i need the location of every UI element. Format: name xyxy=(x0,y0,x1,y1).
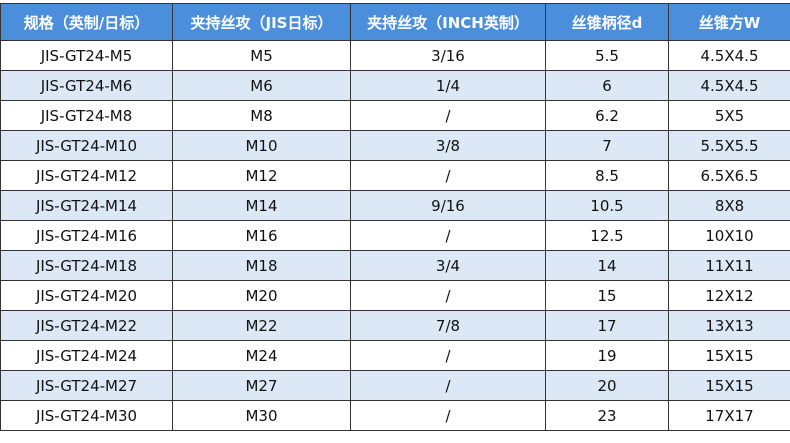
table-cell: 6.5X6.5 xyxy=(668,160,790,191)
table-cell: JIS-GT24-M8 xyxy=(0,100,173,131)
header-cell: 规格（英制/日标） xyxy=(0,3,173,41)
header-row: 规格（英制/日标） 夹持丝攻（JIS日标） 夹持丝攻（INCH英制） 丝锥柄径d 丝锥方… xyxy=(0,3,790,41)
table-row: JIS-GT24-M8 M8/6.2 5X5 xyxy=(0,100,790,131)
table-cell: M18 xyxy=(172,250,351,281)
header-cell: 夹持丝攻（INCH英制） xyxy=(350,3,546,41)
table-cell: 10X10 xyxy=(668,220,790,251)
table-cell: JIS-GT24-M10 xyxy=(0,130,173,161)
table-cell: 7 xyxy=(545,130,669,161)
table-cell: 9/16 xyxy=(350,190,546,221)
table-cell: JIS-GT24-M18 xyxy=(0,250,173,281)
table-cell: 6.2 xyxy=(545,100,669,131)
table-cell: 1/4 xyxy=(350,70,546,101)
header-cell: 夹持丝攻（JIS日标） xyxy=(172,3,351,41)
table-cell: JIS-GT24-M16 xyxy=(0,220,173,251)
table-cell: / xyxy=(350,100,546,131)
table-cell: JIS-GT24-M5 xyxy=(0,40,173,71)
table-cell: 3/4 xyxy=(350,250,546,281)
table-cell: JIS-GT24-M30 xyxy=(0,400,173,431)
table-cell: 12.5 xyxy=(545,220,669,251)
table-row: JIS-GT24-M6 M6 1/4 6 4.5X4.5 xyxy=(0,70,790,101)
table-cell: 14 xyxy=(545,250,669,281)
table-cell: 3/8 xyxy=(350,130,546,161)
table-cell: 13X13 xyxy=(668,310,790,341)
table-cell: M16 xyxy=(172,220,351,251)
table-cell: M27 xyxy=(172,370,351,401)
table-row: JIS-GT24-M14 M14 9/16 10.5 8X8 xyxy=(0,190,790,221)
table-cell: 15X15 xyxy=(668,340,790,371)
table-cell: 4.5X4.5 xyxy=(668,70,790,101)
spec-table: 规格（英制/日标） 夹持丝攻（JIS日标） 夹持丝攻（INCH英制） 丝锥柄径d 丝锥方… xyxy=(0,3,790,431)
table-cell: 3/16 xyxy=(350,40,546,71)
table-row: JIS-GT24-M16 M16/12.5 10X10 xyxy=(0,220,790,251)
table-cell: 5.5 xyxy=(545,40,669,71)
table-cell: 12X12 xyxy=(668,280,790,311)
table-row: JIS-GT24-M10 M10 3/8 7 5.5X5.5 xyxy=(0,130,790,161)
table-cell: 10.5 xyxy=(545,190,669,221)
table-cell: / xyxy=(350,220,546,251)
table-cell: M12 xyxy=(172,160,351,191)
table-cell: JIS-GT24-M20 xyxy=(0,280,173,311)
table-cell: / xyxy=(350,160,546,191)
table-cell: JIS-GT24-M6 xyxy=(0,70,173,101)
table-cell: / xyxy=(350,280,546,311)
header-cell: 丝锥方W xyxy=(668,3,790,41)
table-container: 规格（英制/日标） 夹持丝攻（JIS日标） 夹持丝攻（INCH英制） 丝锥柄径d 丝锥方… xyxy=(0,3,790,431)
table-row: JIS-GT24-M22 M22 7/8 17 13X13 xyxy=(0,310,790,341)
header-cell: 丝锥柄径d xyxy=(545,3,669,41)
table-cell: 6 xyxy=(545,70,669,101)
table-cell: 15X15 xyxy=(668,370,790,401)
table-row: JIS-GT24-M5 M5 3/16 5.5 4.5X4.5 xyxy=(0,40,790,71)
table-cell: 11X11 xyxy=(668,250,790,281)
table-row: JIS-GT24-M20 M20/15 12X12 xyxy=(0,280,790,311)
table-cell: M5 xyxy=(172,40,351,71)
table-cell: 5.5X5.5 xyxy=(668,130,790,161)
table-cell: M14 xyxy=(172,190,351,221)
table-cell: 5X5 xyxy=(668,100,790,131)
table-cell: / xyxy=(350,400,546,431)
table-cell: M10 xyxy=(172,130,351,161)
table-cell: / xyxy=(350,370,546,401)
table-cell: 8X8 xyxy=(668,190,790,221)
table-cell: / xyxy=(350,340,546,371)
table-cell: 8.5 xyxy=(545,160,669,191)
table-cell: 15 xyxy=(545,280,669,311)
table-cell: M6 xyxy=(172,70,351,101)
table-cell: 23 xyxy=(545,400,669,431)
table-row: JIS-GT24-M24 M24/19 15X15 xyxy=(0,340,790,371)
table-cell: 17X17 xyxy=(668,400,790,431)
table-cell: JIS-GT24-M22 xyxy=(0,310,173,341)
table-row: JIS-GT24-M27 M27/20 15X15 xyxy=(0,370,790,401)
table-cell: JIS-GT24-M12 xyxy=(0,160,173,191)
table-cell: 19 xyxy=(545,340,669,371)
table-cell: 17 xyxy=(545,310,669,341)
table-cell: M22 xyxy=(172,310,351,341)
table-cell: JIS-GT24-M24 xyxy=(0,340,173,371)
table-cell: 4.5X4.5 xyxy=(668,40,790,71)
table-cell: 20 xyxy=(545,370,669,401)
table-cell: M30 xyxy=(172,400,351,431)
table-body: JIS-GT24-M5 M5 3/16 5.5 4.5X4.5 JIS-GT24-M6 M6… xyxy=(0,40,790,431)
table-cell: JIS-GT24-M27 xyxy=(0,370,173,401)
table-cell: JIS-GT24-M14 xyxy=(0,190,173,221)
table-cell: M24 xyxy=(172,340,351,371)
table-cell: 7/8 xyxy=(350,310,546,341)
table-cell: M8 xyxy=(172,100,351,131)
table-row: JIS-GT24-M30 M30/23 17X17 xyxy=(0,400,790,431)
table-cell: M20 xyxy=(172,280,351,311)
table-row: JIS-GT24-M18 M18 3/4 14 11X11 xyxy=(0,250,790,281)
table-row: JIS-GT24-M12 M12/8.5 6.5X6.5 xyxy=(0,160,790,191)
